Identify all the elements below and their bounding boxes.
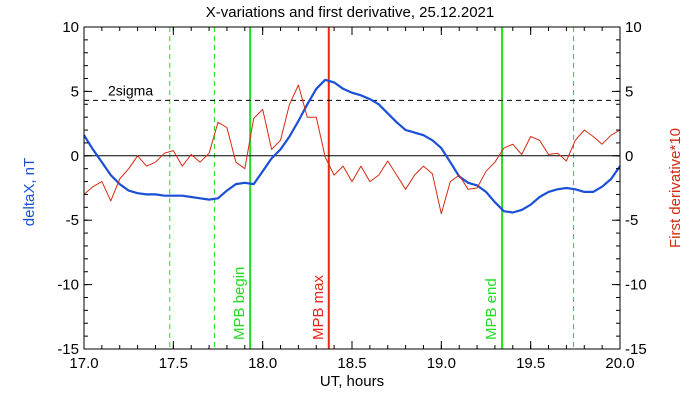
y-tick-label-left-2: 0	[71, 148, 79, 165]
axes: 17.0 17.5 18.0 18.5 19.0 19.5 20.0 10 5 0 -5 -10 -15…	[57, 19, 646, 372]
x-tick-label-1: 17.5	[159, 355, 188, 372]
chart-title: X-variations and first derivative, 25.12…	[206, 4, 495, 21]
x-tick-label-5: 19.5	[516, 355, 545, 372]
y-tick-label-left-5: -15	[57, 341, 79, 358]
x-tick-label-0: 17.0	[69, 355, 98, 372]
vertical-marker-label-2: MPB end	[483, 278, 500, 340]
series-deltax-line	[83, 78, 621, 214]
y-tick-label-left-3: -5	[66, 212, 79, 229]
x-axis-label: UT, hours	[320, 373, 384, 390]
y-tick-label-left-4: -10	[57, 277, 79, 294]
x-tick-label-3: 18.5	[337, 355, 366, 372]
y-axis-label-left: deltaX, nT	[21, 158, 38, 226]
y-axis-label-right: First derivative*10	[667, 128, 684, 248]
y-tick-label-right-2: 0	[625, 148, 633, 165]
y-tick-label-left-1: 5	[71, 83, 79, 100]
x-tick-label-2: 18.0	[248, 355, 277, 372]
reference-lines: 2sigma	[84, 82, 620, 157]
y-tick-label-right-0: 10	[625, 19, 642, 36]
y-tick-label-right-4: -10	[625, 277, 647, 294]
threshold-label: 2sigma	[108, 82, 153, 98]
x-tick-label-4: 19.0	[427, 355, 456, 372]
series-derivative-line	[83, 84, 621, 215]
y-tick-label-right-1: 5	[625, 83, 633, 100]
y-tick-label-left-0: 10	[62, 19, 79, 36]
vertical-markers: MPB begin MPB max MPB end	[169, 27, 575, 349]
series-layer	[83, 78, 621, 215]
y-tick-label-right-3: -5	[625, 212, 638, 229]
x-tick-label-6: 20.0	[605, 355, 634, 372]
vertical-marker-label-0: MPB begin	[231, 267, 248, 340]
y-tick-label-right-5: -15	[625, 341, 647, 358]
vertical-marker-label-1: MPB max	[310, 274, 327, 340]
